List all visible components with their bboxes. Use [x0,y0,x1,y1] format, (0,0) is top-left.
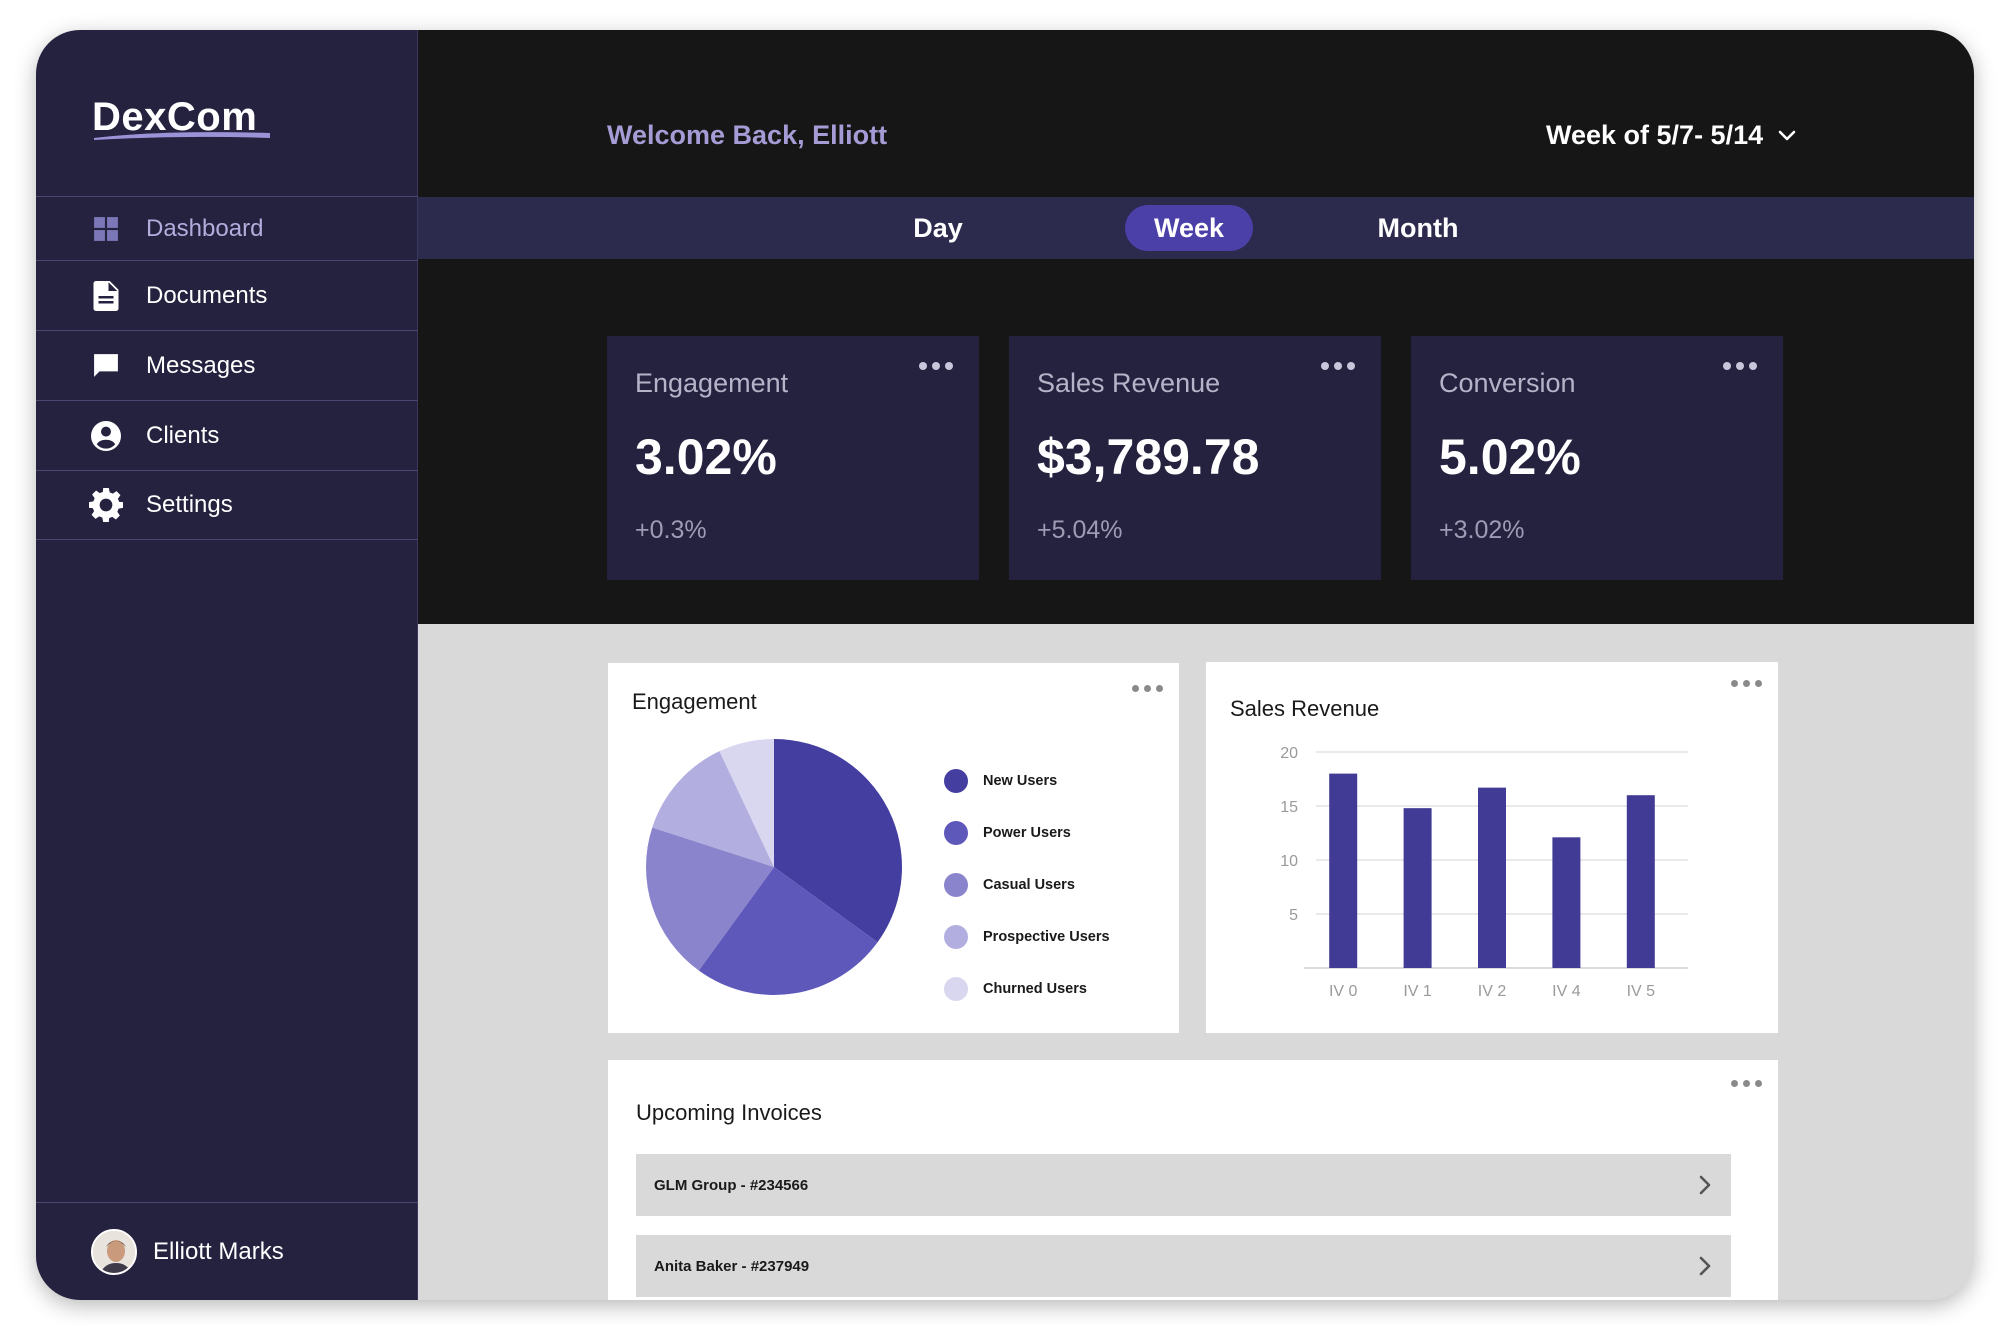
more-options-icon[interactable] [1132,685,1163,692]
chart-legend: New Users Power Users Casual Users Prospect… [944,755,1110,1015]
sidebar: DexCom Dashboard Documents Mess [36,30,418,1300]
document-icon [88,278,124,314]
invoice-row[interactable]: GLM Group - #234566 [636,1154,1731,1216]
more-options-icon[interactable] [1731,1080,1762,1087]
stat-change: +0.3% [635,516,707,544]
invoice-row[interactable]: Anita Baker - #237949 [636,1235,1731,1297]
legend-swatch [944,977,968,1001]
sidebar-item-messages[interactable]: Messages [36,330,418,400]
pie-slice-prospective-users [652,751,774,867]
legend-item: Power Users [944,807,1110,859]
legend-label: Power Users [983,825,1071,841]
x-tick-label: IV 2 [1478,983,1507,1000]
message-icon [88,348,124,384]
stat-label: Sales Revenue [1037,368,1221,398]
pie-slice-casual-users [646,827,774,971]
invoice-label: GLM Group - #234566 [654,1176,809,1194]
engagement-chart-card: Engagement New Users Power Users Casual Us… [608,663,1179,1033]
avatar [91,1228,137,1275]
chevron-right-icon [1699,1256,1711,1276]
stat-card-conversion: Conversion 5.02% +3.02% [1411,336,1783,580]
sidebar-nav: Dashboard Documents Messages Clients [36,196,418,540]
stat-label: Conversion [1439,368,1576,398]
legend-label: Prospective Users [983,929,1110,945]
stat-change: +5.04% [1037,516,1123,544]
y-tick-label: 15 [1280,799,1298,816]
sidebar-item-label: Clients [146,421,220,449]
bar [1626,795,1655,968]
sidebar-item-dashboard[interactable]: Dashboard [36,196,418,260]
legend-swatch [944,925,968,949]
stat-value: 5.02% [1439,429,1581,485]
bar [1478,787,1506,968]
legend-item: Churned Users [944,963,1110,1015]
brand-logo: DexCom [92,95,258,139]
sidebar-item-clients[interactable]: Clients [36,400,418,470]
stat-value: 3.02% [635,429,777,485]
stat-card-sales-revenue: Sales Revenue $3,789.78 +5.04% [1009,336,1381,580]
pie-slice-new-users [774,739,902,943]
tab-month[interactable]: Month [1377,212,1459,243]
period-tabs: Day Week Month [418,197,1974,259]
legend-label: New Users [983,773,1058,789]
tab-week[interactable]: Week [1125,205,1253,251]
user-circle-icon [88,418,124,454]
sidebar-item-label: Dashboard [146,214,264,242]
y-tick-label: 5 [1289,907,1298,924]
x-tick-label: IV 4 [1552,983,1581,1000]
logo-underline [94,132,270,140]
bar [1552,837,1581,968]
overview-header: Welcome Back, Elliott Week of 5/7- 5/14 … [418,30,1974,624]
bar [1403,808,1432,968]
chevron-down-icon [1778,130,1796,140]
sidebar-item-documents[interactable]: Documents [36,260,418,330]
pie-chart [646,739,902,995]
card-title: Engagement [632,689,757,714]
more-options-icon[interactable] [1723,362,1757,370]
more-options-icon[interactable] [1321,362,1355,370]
y-tick-label: 20 [1280,745,1298,762]
app-window: DexCom Dashboard Documents Mess [36,30,1974,1300]
week-range-label: Week of 5/7- 5/14 [1546,120,1764,150]
upcoming-invoices-card: Upcoming Invoices GLM Group - #234566 An… [608,1060,1778,1300]
card-title: Upcoming Invoices [636,1100,822,1125]
sidebar-item-settings[interactable]: Settings [36,470,418,540]
pie-slice-churned-users [719,739,774,867]
legend-item: New Users [944,755,1110,807]
pie-slice-power-users [698,867,878,995]
x-tick-label: IV 5 [1627,983,1656,1000]
welcome-message: Welcome Back, Elliott [607,120,888,150]
stat-value: $3,789.78 [1037,429,1260,485]
legend-label: Churned Users [983,981,1087,997]
card-title: Sales Revenue [1230,696,1380,721]
tab-day[interactable]: Day [913,212,963,243]
chevron-right-icon [1699,1175,1711,1195]
sidebar-item-label: Documents [146,281,268,309]
bar [1329,773,1358,968]
user-profile[interactable]: Elliott Marks [36,1202,418,1300]
invoice-label: Anita Baker - #237949 [654,1257,810,1275]
week-range-dropdown[interactable]: Week of 5/7- 5/14 [1546,120,1797,151]
more-options-icon[interactable] [1731,680,1762,687]
x-tick-label: IV 0 [1329,983,1358,1000]
bar-chart: 5 10 15 20 IV 0 IV 1 IV 2 IV 4 IV 5 [1280,745,1688,1000]
legend-swatch [944,873,968,897]
legend-swatch [944,769,968,793]
dashboard-icon [88,211,124,247]
stat-change: +3.02% [1439,516,1525,544]
legend-label: Casual Users [983,877,1075,893]
legend-swatch [944,821,968,845]
stat-card-engagement: Engagement 3.02% +0.3% [607,336,979,580]
x-tick-label: IV 1 [1403,983,1432,1000]
gear-icon [88,487,124,523]
sidebar-item-label: Settings [146,491,233,518]
legend-item: Prospective Users [944,911,1110,963]
sidebar-item-label: Messages [146,351,256,379]
profile-name: Elliott Marks [153,1237,284,1265]
sales-revenue-chart-card: Sales Revenue 5 10 15 20 IV 0 IV 1 IV 2 IV 4 IV … [1206,662,1778,1033]
legend-item: Casual Users [944,859,1110,911]
more-options-icon[interactable] [919,362,953,370]
y-tick-label: 10 [1280,853,1298,870]
stat-label: Engagement [635,368,789,398]
